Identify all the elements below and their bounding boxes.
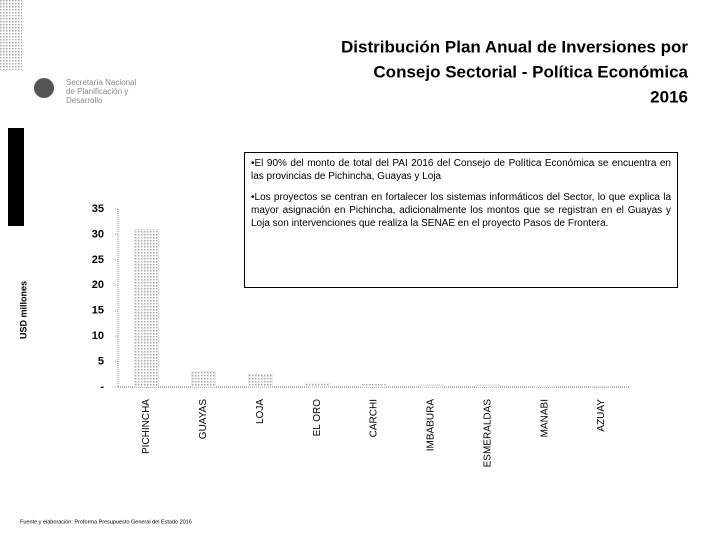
- bar: [191, 371, 216, 388]
- bar: [134, 229, 159, 388]
- source: Fuente y elaboración: Proforma Presupues…: [20, 519, 192, 525]
- annotation-box: •El 90% del monto de total del PAI 2016 …: [244, 152, 678, 288]
- x-tick-label: CARCHI: [369, 399, 380, 437]
- y-tick-label: -: [100, 381, 104, 393]
- x-tick-label: MANABI: [539, 399, 550, 437]
- decoration: [0, 0, 22, 70]
- bar: [475, 384, 500, 388]
- y-tick-label: 5: [98, 355, 104, 367]
- bar: [304, 382, 330, 388]
- y-tick-label: 10: [92, 330, 104, 342]
- annotation: •Los proyectos se centran en fortalecer …: [251, 192, 671, 229]
- x-tick-label: IMBABURA: [426, 399, 437, 452]
- x-tick-label: PICHINCHA: [141, 399, 152, 454]
- side-bar: [8, 128, 24, 226]
- title: Consejo Sectorial - Política Económica: [373, 62, 688, 81]
- bar: [532, 385, 557, 388]
- annotation: •El 90% del monto de total del PAI 2016 …: [251, 158, 671, 182]
- bar: [361, 384, 387, 388]
- x-tick-label: GUAYAS: [198, 399, 209, 440]
- logo-icon: [34, 78, 54, 98]
- y-tick-label: 35: [92, 203, 104, 215]
- x-tick-label: LOJA: [255, 399, 266, 424]
- x-tick-label: ESMERALDAS: [482, 399, 493, 468]
- bar: [248, 374, 273, 388]
- y-axis-label: USD millones: [18, 281, 28, 339]
- y-tick-label: 20: [92, 279, 104, 291]
- x-tick-label: EL ORO: [312, 399, 323, 437]
- y-tick-label: 15: [92, 305, 104, 317]
- title: 2016: [650, 87, 688, 106]
- y-tick-label: 30: [92, 228, 104, 240]
- y-tick-label: 25: [92, 254, 104, 266]
- bar: [418, 384, 444, 388]
- x-tick-label: AZUAY: [596, 399, 607, 432]
- bar: [589, 386, 614, 388]
- title: Distribución Plan Anual de Inversiones p…: [341, 37, 688, 56]
- logo-text: Secretaría Nacional de Planificación y D…: [66, 78, 137, 105]
